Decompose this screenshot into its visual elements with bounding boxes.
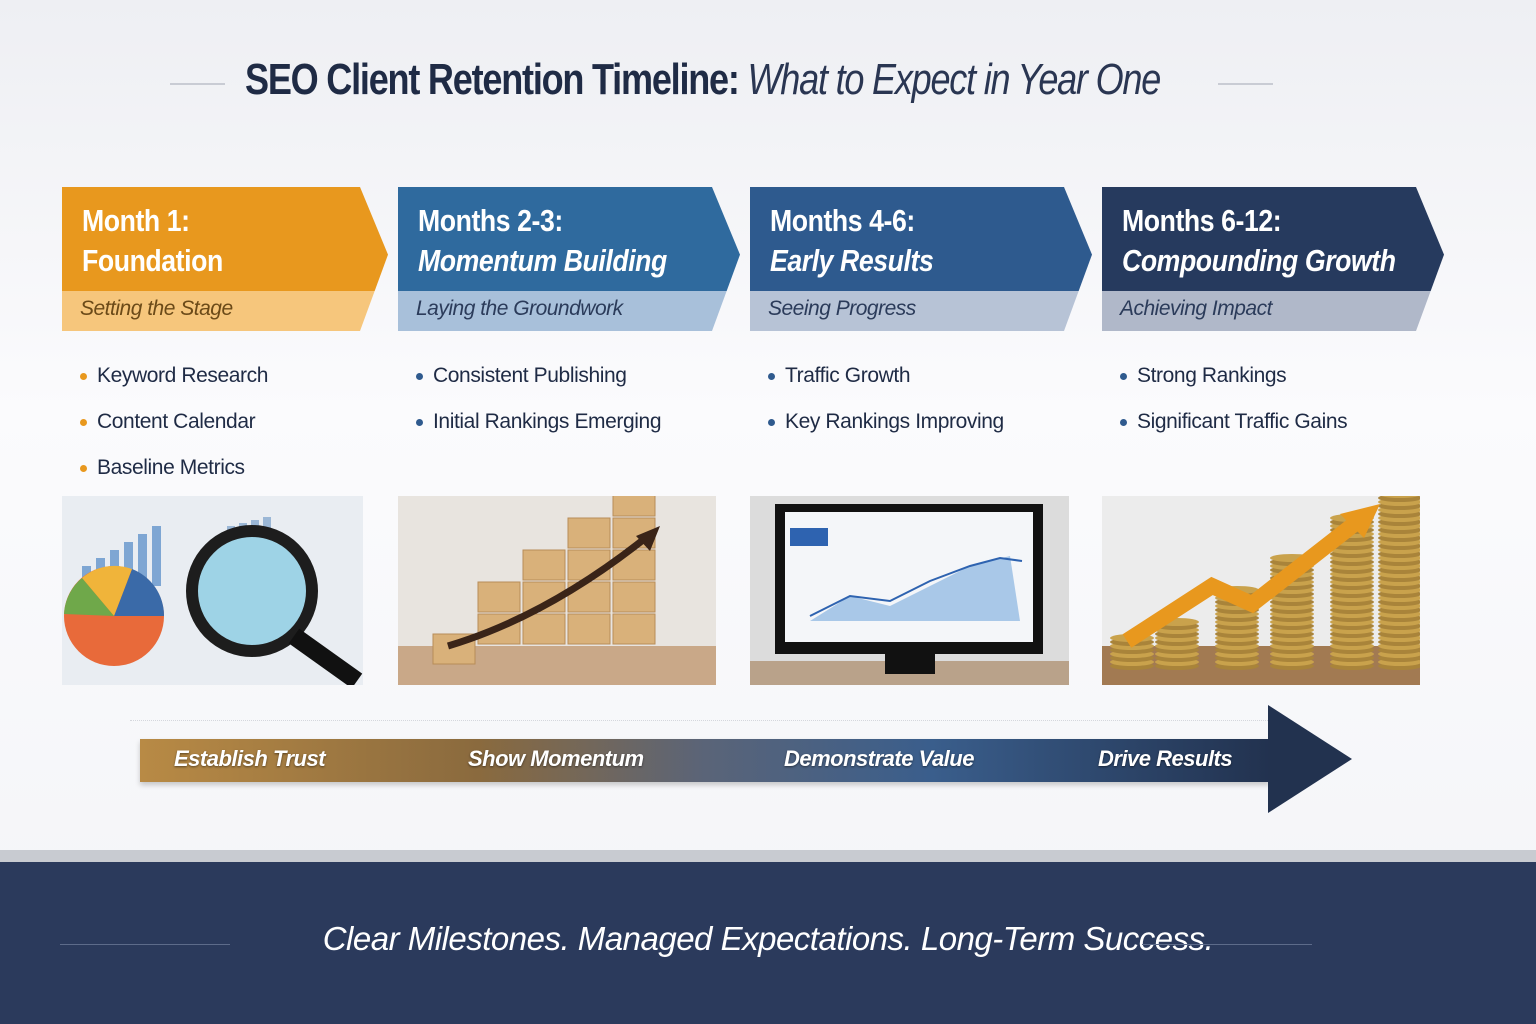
wooden-blocks-staircase-arrow-image: [398, 496, 716, 685]
phase-column: Months 4-6: Early Results Seeing Progress…: [750, 187, 1092, 445]
phase-header: Month 1: Foundation Setting the Stage: [62, 187, 388, 331]
progress-arrow: Establish Trust Show Momentum Demonstrat…: [140, 739, 1270, 782]
list-item: Consistent Publishing: [416, 353, 740, 399]
phase-name: Momentum Building: [418, 243, 667, 278]
stage-label: Show Momentum: [468, 746, 644, 771]
phase-column: Months 2-3: Momentum Building Laying the …: [398, 187, 740, 445]
footer-rule-right: [1142, 944, 1312, 945]
monitor-analytics-dashboard-image: [750, 496, 1069, 685]
stage-label: Drive Results: [1098, 746, 1233, 771]
phase-subtitle: Laying the Groundwork: [398, 291, 740, 331]
phase-period: Months 2-3:: [418, 203, 563, 238]
phase-header: Months 6-12: Compounding Growth Achieving…: [1102, 187, 1444, 331]
phase-name: Foundation: [82, 243, 223, 278]
stage-label: Demonstrate Value: [784, 746, 974, 771]
list-item: Key Rankings Improving: [768, 399, 1092, 445]
phase-period: Months 6-12:: [1122, 203, 1282, 238]
phase-header: Months 4-6: Early Results Seeing Progress: [750, 187, 1092, 331]
phase-period: Month 1:: [82, 203, 190, 238]
list-item: Keyword Research: [80, 353, 388, 399]
title-rule-left: [170, 83, 225, 85]
phase-subtitle: Achieving Impact: [1102, 291, 1444, 331]
footer-rule-left: [60, 944, 230, 945]
stage-label: Establish Trust: [174, 746, 326, 771]
phase-items: Traffic Growth Key Rankings Improving: [750, 353, 1092, 445]
phase-column: Month 1: Foundation Setting the Stage Key…: [62, 187, 388, 491]
arrow-head: [1268, 705, 1352, 813]
list-item: Strong Rankings: [1120, 353, 1444, 399]
page-title: SEO Client Retention Timeline: What to E…: [245, 55, 1161, 104]
phase-items: Strong Rankings Significant Traffic Gains: [1102, 353, 1444, 445]
phase-period: Months 4-6:: [770, 203, 915, 238]
footer-banner: Clear Milestones. Managed Expectations. …: [0, 850, 1536, 1024]
phase-header: Months 2-3: Momentum Building Laying the …: [398, 187, 740, 331]
phase-items: Keyword Research Content Calendar Baseline…: [62, 353, 388, 491]
phase-subtitle: Seeing Progress: [750, 291, 1092, 331]
list-item: Content Calendar: [80, 399, 388, 445]
list-item: Baseline Metrics: [80, 445, 388, 491]
phase-items: Consistent Publishing Initial Rankings Em…: [398, 353, 740, 445]
phase-column: Months 6-12: Compounding Growth Achieving…: [1102, 187, 1444, 445]
title-rule-right: [1218, 83, 1273, 85]
tagline: Clear Milestones. Managed Expectations. …: [322, 920, 1214, 957]
magnifying-glass-over-charts-image: [62, 496, 363, 685]
phase-name: Compounding Growth: [1122, 243, 1396, 278]
list-item: Significant Traffic Gains: [1120, 399, 1444, 445]
dotted-divider: [130, 720, 1270, 721]
list-item: Traffic Growth: [768, 353, 1092, 399]
phase-name: Early Results: [770, 243, 934, 278]
list-item: Initial Rankings Emerging: [416, 399, 740, 445]
coin-stacks-rising-arrow-image: [1102, 496, 1420, 685]
phase-subtitle: Setting the Stage: [62, 291, 388, 331]
